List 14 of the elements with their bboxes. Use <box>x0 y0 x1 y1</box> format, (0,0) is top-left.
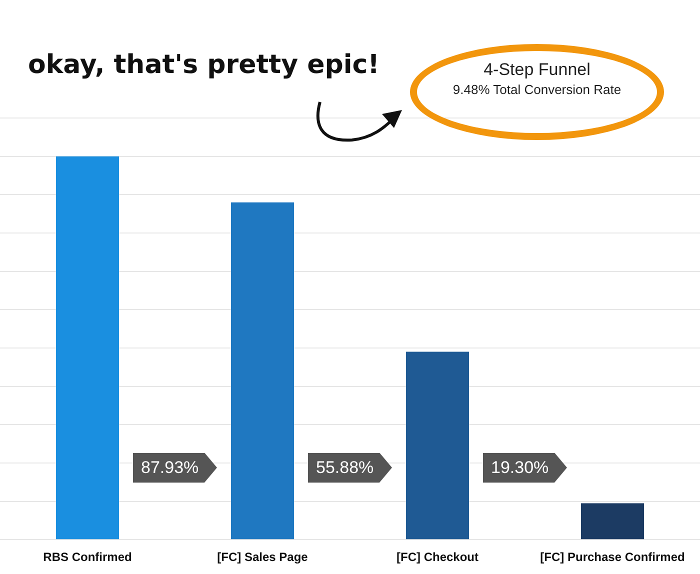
x-tick-label: RBS Confirmed <box>43 550 132 564</box>
bar <box>231 202 294 540</box>
annotation: 87.93% <box>133 452 217 483</box>
x-tick-label: [FC] Sales Page <box>217 550 308 564</box>
text: okay, that's pretty epic! <box>28 50 380 80</box>
x-tick-label: [FC] Purchase Confirmed <box>540 550 685 564</box>
annotation: 19.30% <box>483 452 567 483</box>
x-tick-label: [FC] Checkout <box>396 550 478 564</box>
chart-subtitle: 9.48% Total Conversion Rate <box>452 82 622 97</box>
chart-title: 4-Step Funnel <box>482 60 592 80</box>
bar <box>56 156 119 540</box>
bar <box>406 352 469 540</box>
bar <box>581 503 644 540</box>
annotation: 55.88% <box>308 452 392 483</box>
